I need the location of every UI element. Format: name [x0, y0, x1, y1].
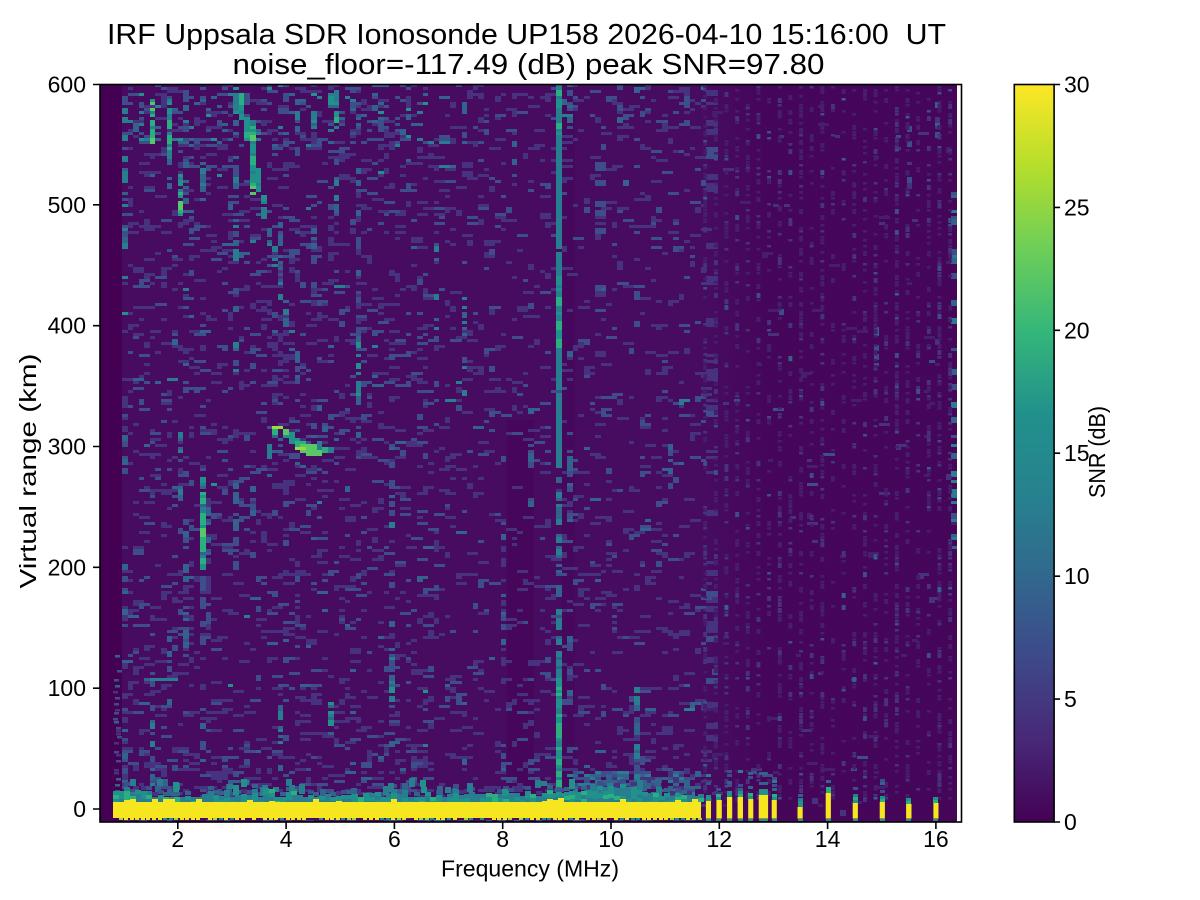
svg-text:300: 300 — [48, 434, 86, 460]
svg-text:600: 600 — [48, 72, 86, 98]
svg-text:16: 16 — [923, 826, 949, 852]
svg-text:8: 8 — [496, 826, 509, 852]
svg-text:6: 6 — [388, 826, 401, 852]
svg-text:15: 15 — [1064, 440, 1090, 466]
svg-text:5: 5 — [1064, 686, 1077, 712]
svg-text:0: 0 — [73, 796, 86, 822]
svg-text:Virtual range (km): Virtual range (km) — [15, 354, 41, 589]
svg-text:500: 500 — [48, 192, 86, 218]
svg-text:25: 25 — [1064, 194, 1090, 220]
svg-text:IRF Uppsala SDR Ionosonde UP15: IRF Uppsala SDR Ionosonde UP158 2026-04-… — [107, 19, 946, 51]
svg-text:14: 14 — [815, 826, 841, 852]
svg-text:200: 200 — [48, 554, 86, 580]
svg-text:0: 0 — [1064, 809, 1077, 835]
svg-text:100: 100 — [48, 675, 86, 701]
svg-text:30: 30 — [1064, 72, 1090, 98]
svg-text:4: 4 — [280, 826, 293, 852]
svg-text:2: 2 — [171, 826, 184, 852]
svg-text:10: 10 — [598, 826, 624, 852]
svg-text:12: 12 — [707, 826, 733, 852]
svg-text:SNR (dB): SNR (dB) — [1084, 406, 1110, 498]
svg-text:20: 20 — [1064, 317, 1090, 343]
svg-text:10: 10 — [1064, 563, 1090, 589]
svg-text:Frequency (MHz): Frequency (MHz) — [441, 856, 619, 882]
svg-text:noise_floor=-117.49 (dB) peak: noise_floor=-117.49 (dB) peak SNR=97.80 — [233, 49, 825, 81]
svg-text:400: 400 — [48, 313, 86, 339]
